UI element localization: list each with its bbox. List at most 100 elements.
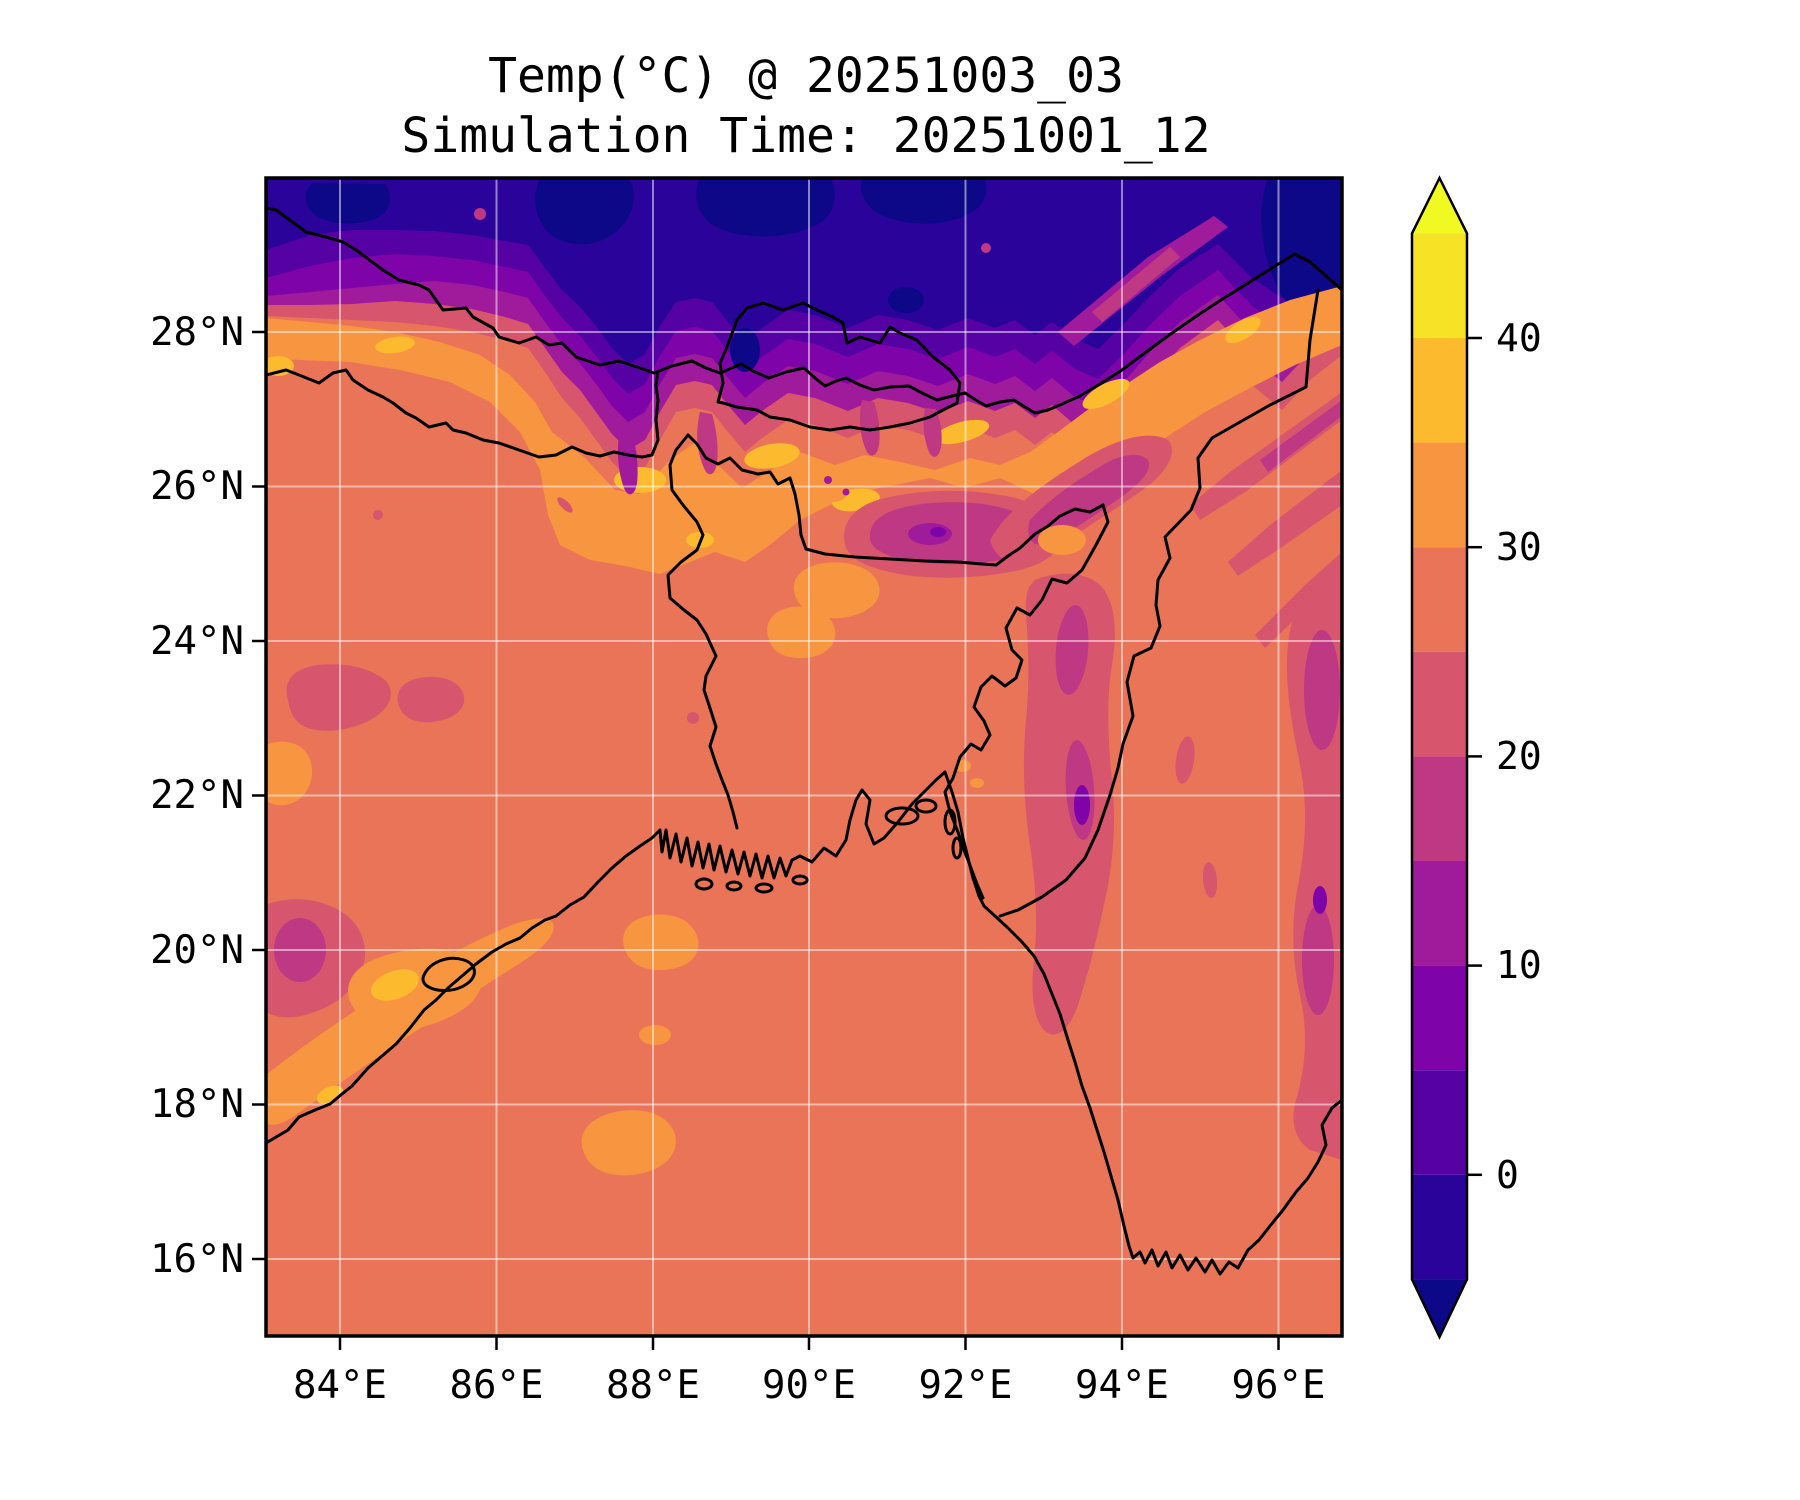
y-tick-label: 24°N <box>150 619 244 664</box>
colorbar-seg-5-10 <box>1412 965 1467 1071</box>
contour-sylhet-30-35 <box>793 562 880 619</box>
colorbar-seg-20-25 <box>1412 651 1467 757</box>
colorbar-over-arrow <box>1412 178 1467 234</box>
colorbar-seg-40-45 <box>1412 233 1467 338</box>
colorbar-tick-marks <box>1467 336 1482 1177</box>
contour-under-blob <box>1261 178 1342 320</box>
contour-dot <box>474 208 486 220</box>
border-sikkim-east <box>650 370 660 457</box>
colorbar-tick-label: 10 <box>1496 943 1542 987</box>
border-bhutan <box>716 301 962 432</box>
x-tick-label: 88°E <box>606 1363 700 1408</box>
y-tick-label: 26°N <box>150 464 244 509</box>
colorbar-seg-15-20 <box>1412 756 1467 861</box>
contour-warm-patch <box>970 778 984 788</box>
plot-title: Temp(°C) @ 20251003_03 <box>488 48 1124 104</box>
contour-cold-finger <box>617 430 638 495</box>
border-nepal-south <box>266 368 654 459</box>
coastline-island <box>951 836 963 860</box>
contour-warm-patch <box>266 741 313 806</box>
y-tick-label: 16°N <box>150 1237 244 1282</box>
contour-dot <box>557 497 573 513</box>
plot-subtitle: Simulation Time: 20251001_12 <box>401 108 1210 164</box>
border-china-himalaya <box>266 206 1342 415</box>
colorbar-outline <box>1410 175 1469 1340</box>
x-tick-label: 90°E <box>762 1363 856 1408</box>
border-india-myanmar <box>998 288 1320 918</box>
contour-35-40-spot <box>744 443 800 469</box>
contour-under-blob <box>696 178 835 237</box>
contour-dot <box>824 476 832 484</box>
colorbar-seg-0-5 <box>1412 1070 1467 1175</box>
colorbar-under-arrow <box>1412 1279 1467 1337</box>
contour-meghalaya-10-15 <box>908 523 952 545</box>
contour-35-40-spot <box>371 969 419 1001</box>
coastline-island <box>694 877 714 891</box>
x-tick-labels: 84°E 86°E 88°E 90°E 92°E 94°E 96°E <box>293 1363 1325 1408</box>
contour-naga-15-20 <box>1028 454 1150 545</box>
contour-35-40-spot <box>1225 316 1261 344</box>
contour-cool-patch-20-25 <box>286 664 391 731</box>
coastline-island <box>725 880 743 892</box>
contour-dot <box>842 488 850 496</box>
contour-myanmar-core <box>1304 630 1340 750</box>
contour-cold-finger <box>859 400 880 456</box>
colorbar-tick-label: 20 <box>1496 734 1542 778</box>
contour-hill-streak <box>1202 862 1218 898</box>
map-frame <box>264 176 1344 1338</box>
contour-sylhet-30-35 <box>767 606 836 659</box>
contour-hill-streak <box>1175 736 1195 784</box>
colorbar-seg-10-15 <box>1412 861 1467 966</box>
y-tick-label: 22°N <box>150 773 244 818</box>
contour-under-blob <box>860 178 987 224</box>
gridlines <box>266 178 1342 1336</box>
y-tick-labels: 28°N 26°N 24°N 22°N 20°N 18°N 16°N <box>150 310 244 1282</box>
colorbar: 40 30 20 10 0 <box>1410 175 1542 1340</box>
contour-hill-stripe <box>1260 400 1342 472</box>
border-bangladesh-east <box>943 503 1110 900</box>
x-tick-label: 96°E <box>1232 1363 1326 1408</box>
contour-warm-patch <box>639 1025 671 1045</box>
contour-myanmar-cold-core <box>1313 886 1327 914</box>
contour-hill-stripe <box>1228 470 1342 576</box>
contour-under-blob <box>888 287 924 313</box>
contour-cold-finger <box>697 412 718 475</box>
y-tick-label: 20°N <box>150 928 244 973</box>
contour-under-blob <box>730 328 760 372</box>
colorbar-seg-35-40 <box>1412 338 1467 443</box>
contour-neg5-0-band <box>266 178 1342 364</box>
contour-dot <box>373 510 383 520</box>
coastline-island <box>914 798 938 814</box>
coastline-island <box>754 882 774 894</box>
contour-myanmar-core <box>1302 905 1334 1015</box>
contour-meghalaya-5-10 <box>930 527 946 537</box>
colorbar-tick-label: 0 <box>1496 1153 1519 1197</box>
colorbar-seg-neg5-0 <box>1412 1174 1467 1280</box>
contour-warm-patch <box>1038 525 1086 555</box>
map-plot-area <box>266 178 1342 1336</box>
contour-under-blob <box>535 178 634 245</box>
x-tick-label: 84°E <box>293 1363 387 1408</box>
contour-mizoram-core <box>1055 605 1089 695</box>
contour-cool-patch-20-25 <box>397 676 465 723</box>
contour-35-40-spot <box>375 336 415 354</box>
contour-cold-finger <box>923 408 942 457</box>
x-tick-label: 86°E <box>450 1363 544 1408</box>
coastline-chilika-lagoon <box>421 956 476 992</box>
axis-ticks <box>252 330 1280 1350</box>
contour-30-35-foothill-belt <box>266 286 1342 574</box>
contour-dot <box>981 243 991 253</box>
contour-mizoram-cold-core <box>1074 785 1090 825</box>
contour-odisha-30-35 <box>348 948 483 1031</box>
colorbar-seg-30-35 <box>1412 442 1467 548</box>
map-overlays <box>266 206 1342 1276</box>
contour-under-blob <box>305 183 390 224</box>
coastline-island <box>791 874 809 886</box>
coastline-island <box>884 806 920 826</box>
x-tick-label: 92°E <box>919 1363 1013 1408</box>
colorbar-tick-label: 40 <box>1496 316 1542 360</box>
contour-35-40-spot <box>934 419 990 445</box>
border-bangladesh-west <box>666 433 739 830</box>
